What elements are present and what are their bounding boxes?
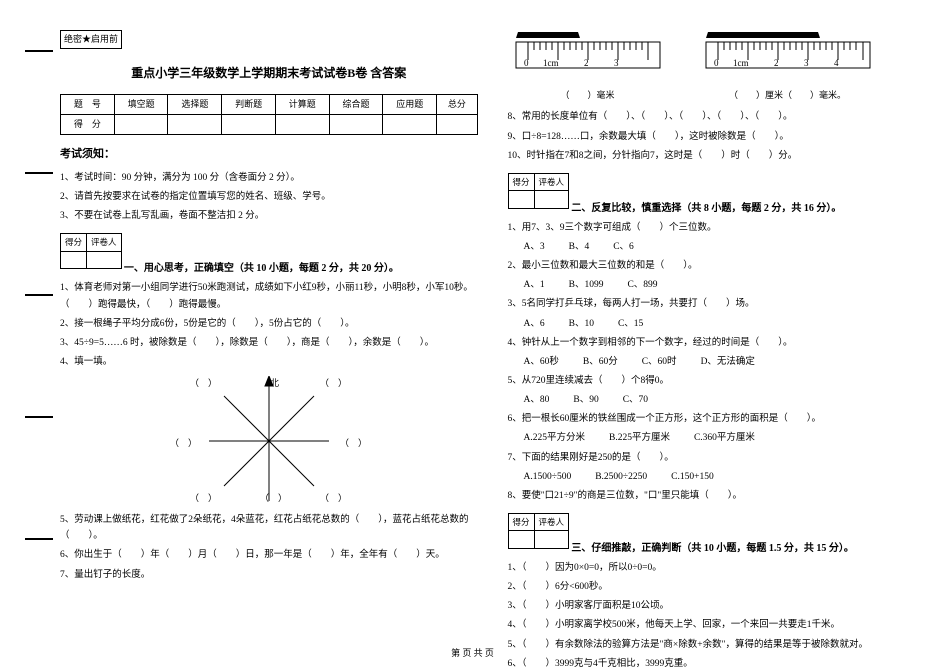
score-table: 题 号 填空题 选择题 判断题 计算题 综合题 应用题 总分 得 分 <box>60 94 478 136</box>
svg-text:4: 4 <box>834 58 839 68</box>
binding-marks <box>25 0 53 667</box>
s1-q10: 10、时针指在7和8之间，分针指向7，这时是（ ）时（ ）分。 <box>508 148 926 164</box>
section2-scorebox: 得分评卷人 <box>508 173 570 209</box>
s1-q5: 5、劳动课上做纸花，红花做了2朵纸花，4朵蓝花，红花占纸花总数的（ ），蓝花占纸… <box>60 512 478 544</box>
th-calc: 计算题 <box>275 94 329 114</box>
left-column: 绝密★启用前 重点小学三年级数学上学期期末考试试卷B卷 含答案 题 号 填空题 … <box>60 30 478 610</box>
th-choice: 选择题 <box>168 94 222 114</box>
svg-text:2: 2 <box>584 58 589 68</box>
svg-text:2: 2 <box>774 58 779 68</box>
s1-q3: 3、45÷9=5……6 时，被除数是（ ），除数是（ ），商是（ ），余数是（ … <box>60 335 478 351</box>
s1-q1: 1、体育老师对第一小组同学进行50米跑测试，成绩如下小红9秒，小丽11秒，小明8… <box>60 280 478 312</box>
notice-2: 2、请首先按要求在试卷的指定位置填写您的姓名、班级、学号。 <box>60 189 478 205</box>
s2-q4: 4、钟针从上一个数字到相邻的下一个数字，经过的时间是（ ）。 <box>508 335 926 351</box>
section3-scorebox: 得分评卷人 <box>508 513 570 549</box>
svg-text:3: 3 <box>614 58 619 68</box>
svg-text:0: 0 <box>524 58 529 68</box>
th-judge: 判断题 <box>222 94 276 114</box>
svg-text:1cm: 1cm <box>543 58 559 68</box>
ruler2-caption: （ ）厘米（ ）毫米。 <box>698 88 878 103</box>
s2-q5: 5、从720里连续减去（ ）个8得0。 <box>508 373 926 389</box>
s1-q6: 6、你出生于（ ）年（ ）月（ ）日，那一年是（ ）年，全年有（ ）天。 <box>60 547 478 563</box>
section1-scorebox: 得分评卷人 <box>60 233 122 269</box>
s1-q8: 8、常用的长度单位有（ ）、（ ）、（ ）、（ ）、（ ）。 <box>508 109 926 125</box>
ruler-2: 0 1cm 2 3 4 （ ）厘米（ ）毫米。 <box>698 30 878 103</box>
s3-q3: 3、（ ）小明家客厅面积是10公顷。 <box>508 598 926 614</box>
page-footer: 第 页 共 页 <box>0 646 945 659</box>
s3-q4: 4、（ ）小明家离学校500米，他每天上学、回家，一个来回一共要走1千米。 <box>508 617 926 633</box>
page-columns: 绝密★启用前 重点小学三年级数学上学期期末考试试卷B卷 含答案 题 号 填空题 … <box>60 30 925 610</box>
th-fill: 填空题 <box>114 94 168 114</box>
s2-q1: 1、用7、3、9三个数字可组成（ ）个三位数。 <box>508 220 926 236</box>
s1-q4: 4、填一填。 <box>60 354 478 370</box>
notice-3: 3、不要在试卷上乱写乱画，卷面不整洁扣 2 分。 <box>60 208 478 224</box>
s3-q2: 2、（ ）6分<600秒。 <box>508 579 926 595</box>
svg-text:1cm: 1cm <box>733 58 749 68</box>
s3-q1: 1、（ ）因为0×0=0，所以0÷0=0。 <box>508 560 926 576</box>
ruler-1: 0 1cm 2 3 （ ）毫米 <box>508 30 668 103</box>
ruler1-svg: 0 1cm 2 3 <box>508 30 668 80</box>
compass-diagram: （ ） 北 （ ） （ ） （ ） （ ） （ ） （ ） <box>60 376 478 506</box>
notice-1: 1、考试时间：90 分钟，满分为 100 分（含卷面分 2 分）。 <box>60 170 478 186</box>
s2-q8: 8、要使"口21÷9"的商是三位数，"口"里只能填（ ）。 <box>508 488 926 504</box>
s1-q2: 2、接一根绳子平均分成6份，5份是它的（ ），5份占它的（ ）。 <box>60 316 478 332</box>
section1-heading: 一、用心思考，正确填空（共 10 小题，每题 2 分，共 20 分）。 <box>124 263 399 274</box>
svg-text:3: 3 <box>804 58 809 68</box>
th-num: 题 号 <box>61 94 115 114</box>
s2-q3: 3、5名同学打乒乓球，每两人打一场，共要打（ ）场。 <box>508 296 926 312</box>
s1-q9: 9、口÷8=128……口，余数最大填（ ），这时被除数是（ ）。 <box>508 129 926 145</box>
rulers-row: 0 1cm 2 3 （ ）毫米 <box>508 30 926 103</box>
svg-text:0: 0 <box>714 58 719 68</box>
exam-title: 重点小学三年级数学上学期期末考试试卷B卷 含答案 <box>60 63 478 83</box>
row-score-label: 得 分 <box>61 114 115 134</box>
th-comp: 综合题 <box>329 94 383 114</box>
compass-svg <box>204 376 334 506</box>
s2-q2: 2、最小三位数和最大三位数的和是（ ）。 <box>508 258 926 274</box>
section3-heading: 三、仔细推敲，正确判断（共 10 小题，每题 1.5 分，共 15 分）。 <box>571 543 854 554</box>
notice-title: 考试须知： <box>60 145 478 164</box>
ruler1-caption: （ ）毫米 <box>508 88 668 103</box>
right-column: 0 1cm 2 3 （ ）毫米 <box>508 30 926 610</box>
section2-heading: 二、反复比较，慎重选择（共 8 小题，每题 2 分，共 16 分）。 <box>571 203 841 214</box>
s1-q7: 7、量出钉子的长度。 <box>60 567 478 583</box>
s2-q6: 6、把一根长60厘米的铁丝围成一个正方形，这个正方形的面积是（ ）。 <box>508 411 926 427</box>
ruler2-svg: 0 1cm 2 3 4 <box>698 30 878 80</box>
seal-label: 绝密★启用前 <box>60 30 122 49</box>
s2-q7: 7、下面的结果刚好是250的是（ ）。 <box>508 450 926 466</box>
th-app: 应用题 <box>383 94 437 114</box>
th-total: 总分 <box>437 94 477 114</box>
